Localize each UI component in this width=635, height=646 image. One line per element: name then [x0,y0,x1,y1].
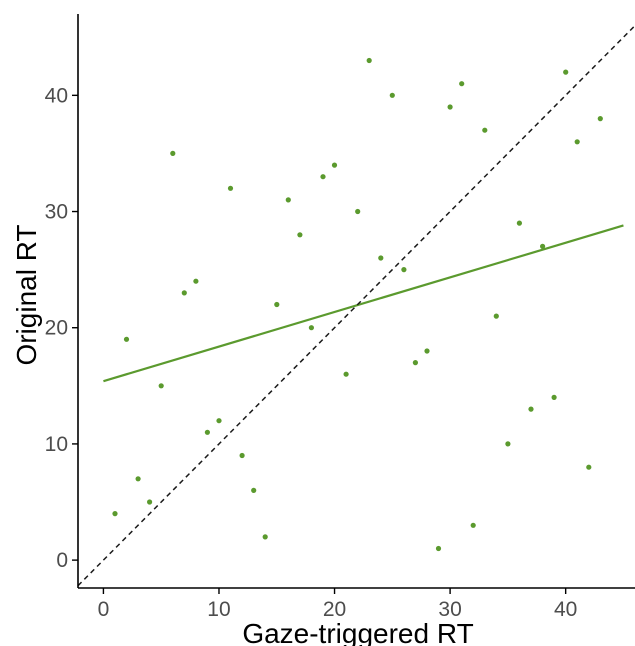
data-point [135,476,141,482]
data-point [320,174,326,180]
points-layer [112,57,603,552]
data-point [482,127,488,133]
x-tick-label: 20 [323,598,346,621]
data-point [401,267,407,273]
x-tick-label: 40 [554,598,577,621]
data-point [285,197,291,203]
data-point [204,429,210,435]
data-point [123,336,130,342]
data-point [262,534,268,540]
data-point [378,255,384,261]
data-point [412,360,418,366]
data-point [331,162,338,168]
data-point [597,116,603,122]
data-point [435,545,442,552]
axes-layer [77,14,635,589]
data-point [586,464,592,470]
data-point [389,92,395,98]
regression-line [103,224,624,383]
y-tick-label: 20 [45,317,68,340]
x-tick-label: 10 [207,598,230,621]
data-point [355,208,361,215]
lines-layer [77,25,635,587]
y-tick-label: 30 [45,201,68,224]
data-point [343,371,349,377]
data-point [274,301,280,308]
data-point [540,243,546,249]
data-point [424,348,430,354]
data-point [297,232,303,238]
data-point [551,394,557,400]
data-point [447,104,453,110]
data-point [528,406,534,412]
data-point [112,510,118,517]
data-point [158,383,164,389]
data-point [308,325,314,331]
data-point [574,139,580,145]
data-point [516,220,523,226]
y-axis-title: Original RT [11,224,42,365]
data-point [147,499,153,505]
data-point [170,150,176,156]
identity-line [77,25,635,587]
y-tick-label: 0 [56,549,68,572]
data-point [251,487,257,493]
data-point [505,441,511,447]
data-point [459,81,465,87]
y-tick-label: 40 [45,84,68,107]
data-point [227,185,234,191]
x-tick-label: 30 [438,598,461,621]
data-point [181,290,187,296]
data-point [366,57,372,64]
data-point [216,418,222,424]
ticks-layer: 0 10 20 30 40 0 10 20 30 40 [45,84,578,621]
data-point [239,452,245,459]
y-tick-label: 10 [45,433,68,456]
data-point [193,278,199,284]
x-axis-title: Gaze-triggered RT [242,618,473,646]
data-point [563,69,569,75]
x-tick-label: 0 [98,598,110,621]
data-point [493,313,499,319]
data-point [470,522,476,528]
